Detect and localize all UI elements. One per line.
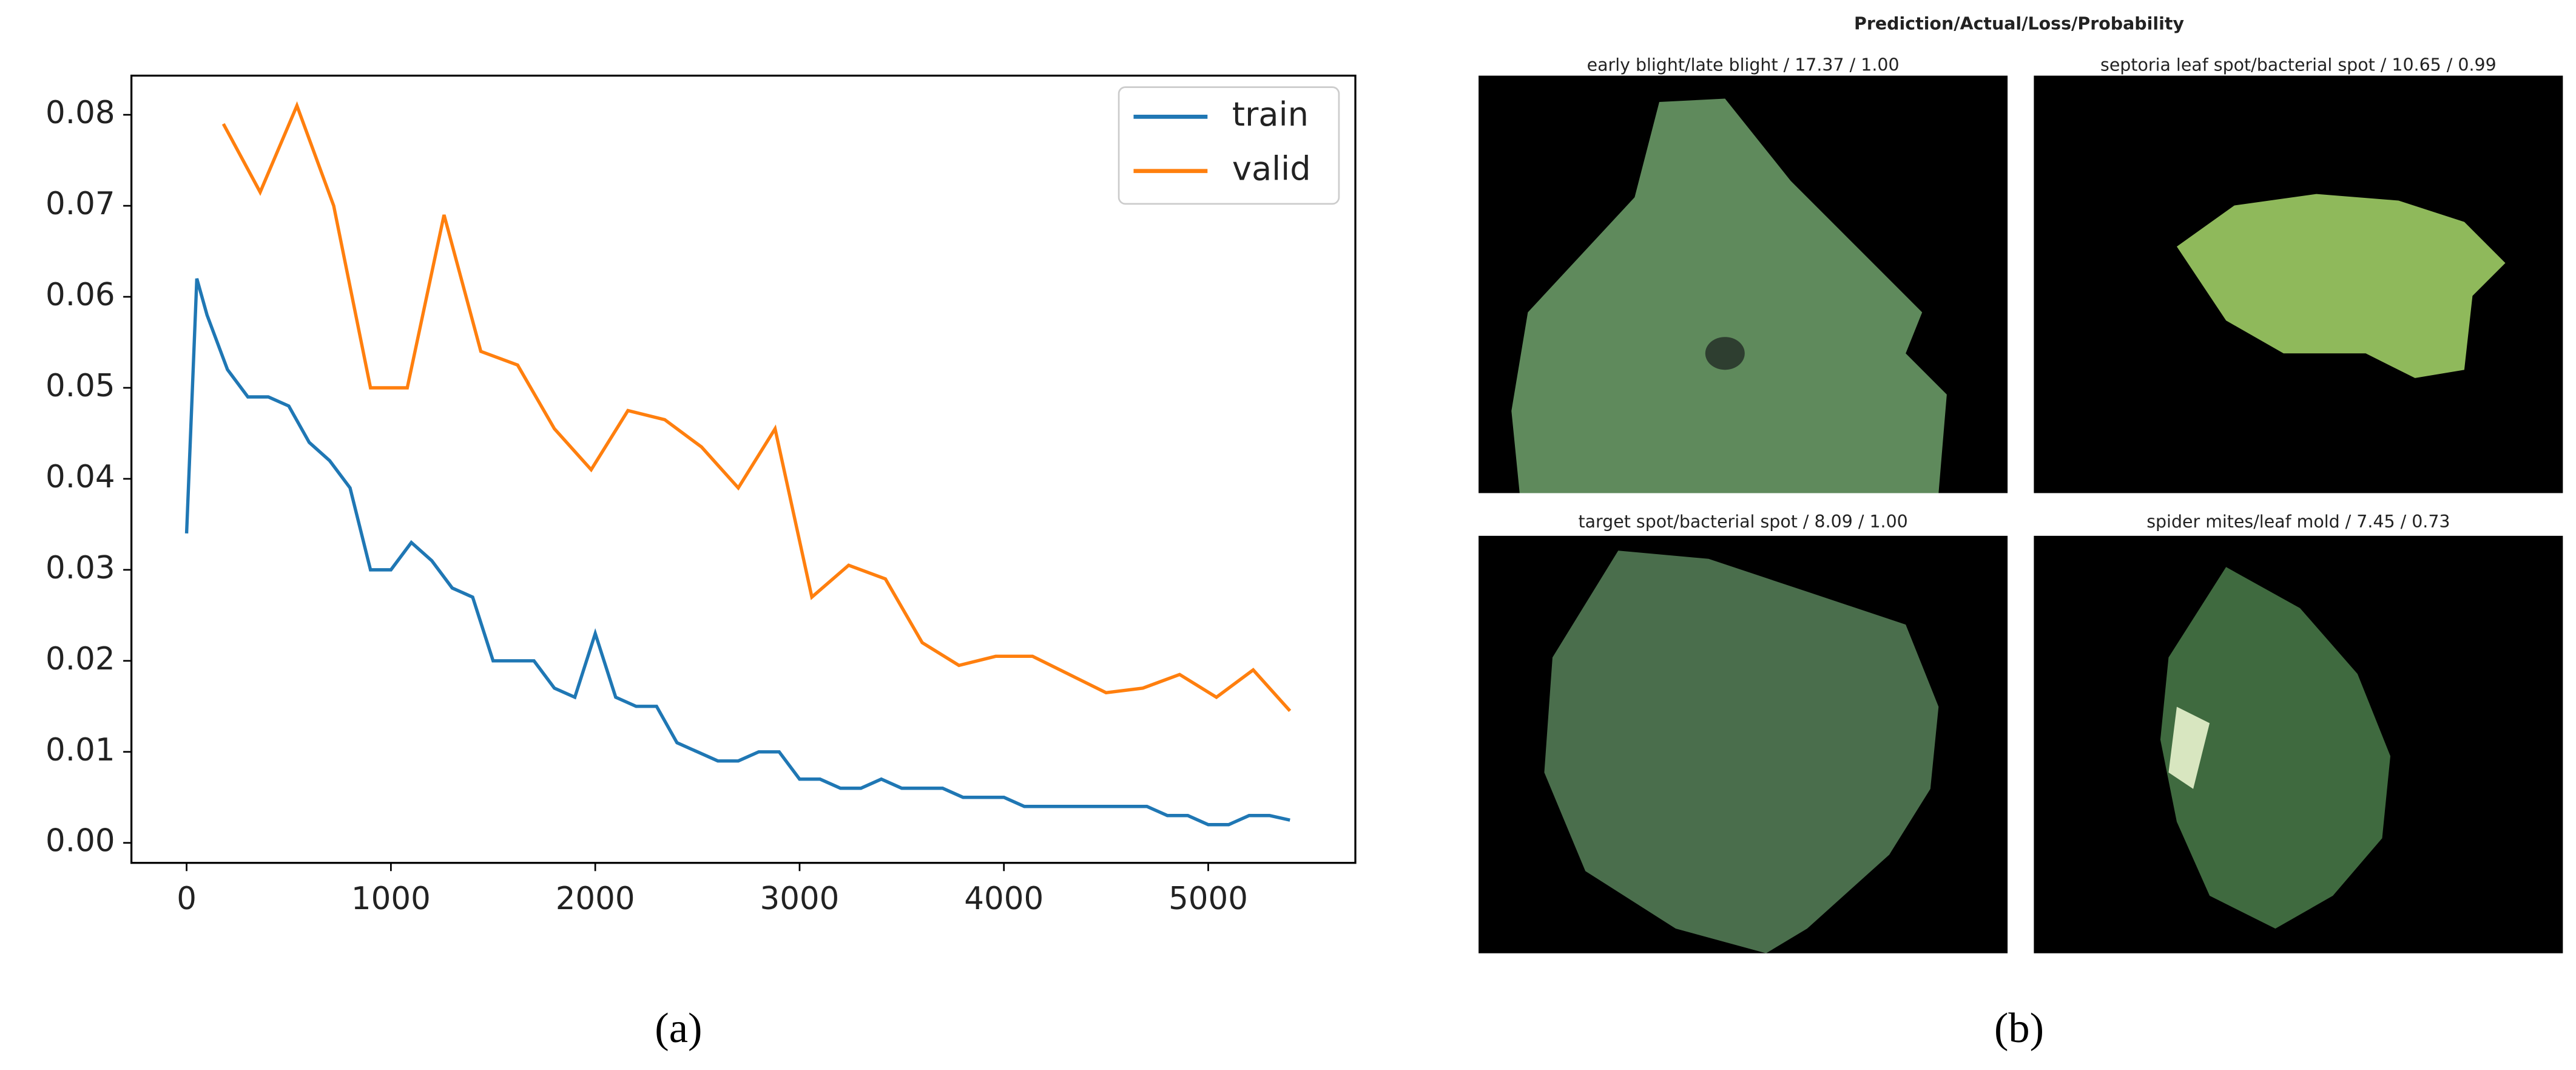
y-tick-label: 0.08 — [46, 95, 115, 131]
x-tick-label: 0 — [177, 881, 197, 917]
leaf-image — [1479, 75, 2008, 493]
y-tick-label: 0.01 — [46, 732, 115, 768]
x-tick-label: 5000 — [1168, 881, 1248, 917]
y-tick-label: 0.02 — [46, 641, 115, 677]
plot-frame — [130, 75, 1357, 864]
y-tick-label: 0.05 — [46, 368, 115, 404]
leaf-image — [2034, 75, 2563, 493]
figure-b-title: Prediction/Actual/Loss/Probability — [1854, 14, 2184, 34]
data-line — [221, 101, 1292, 713]
image-caption: early blight/late blight / 17.37 / 1.00 — [1587, 55, 1900, 75]
legend-label: train — [1232, 95, 1309, 134]
y-tick-label: 0.06 — [46, 277, 115, 313]
leaf-image — [1479, 535, 2008, 953]
legend: train valid — [1118, 86, 1340, 205]
panel-label: (a) — [655, 1004, 702, 1052]
plot-area: 0.00 0.01 0.02 0.03 0.04 0.05 0.06 0.07 0.08 0 100… — [46, 95, 1292, 917]
leaf-image — [2034, 535, 2563, 953]
x-tick-label: 4000 — [964, 881, 1044, 917]
x-tick-label: 1000 — [351, 881, 431, 917]
data-line — [184, 278, 1290, 827]
y-tick-label: 0.00 — [46, 823, 115, 859]
x-tick-label: 2000 — [556, 881, 635, 917]
image-caption: spider mites/leaf mold / 7.45 / 0.73 — [2146, 512, 2450, 532]
y-tick-label: 0.03 — [46, 550, 115, 586]
y-tick-label: 0.07 — [46, 186, 115, 222]
image-caption: target spot/bacterial spot / 8.09 / 1.00 — [1578, 512, 1907, 532]
legend-label: valid — [1232, 149, 1311, 188]
x-tick-label: 3000 — [760, 881, 839, 917]
image-caption: septoria leaf spot/bacterial spot / 10.6… — [2100, 55, 2497, 75]
y-tick-label: 0.04 — [46, 459, 115, 495]
panel-label: (b) — [1994, 1004, 2044, 1052]
